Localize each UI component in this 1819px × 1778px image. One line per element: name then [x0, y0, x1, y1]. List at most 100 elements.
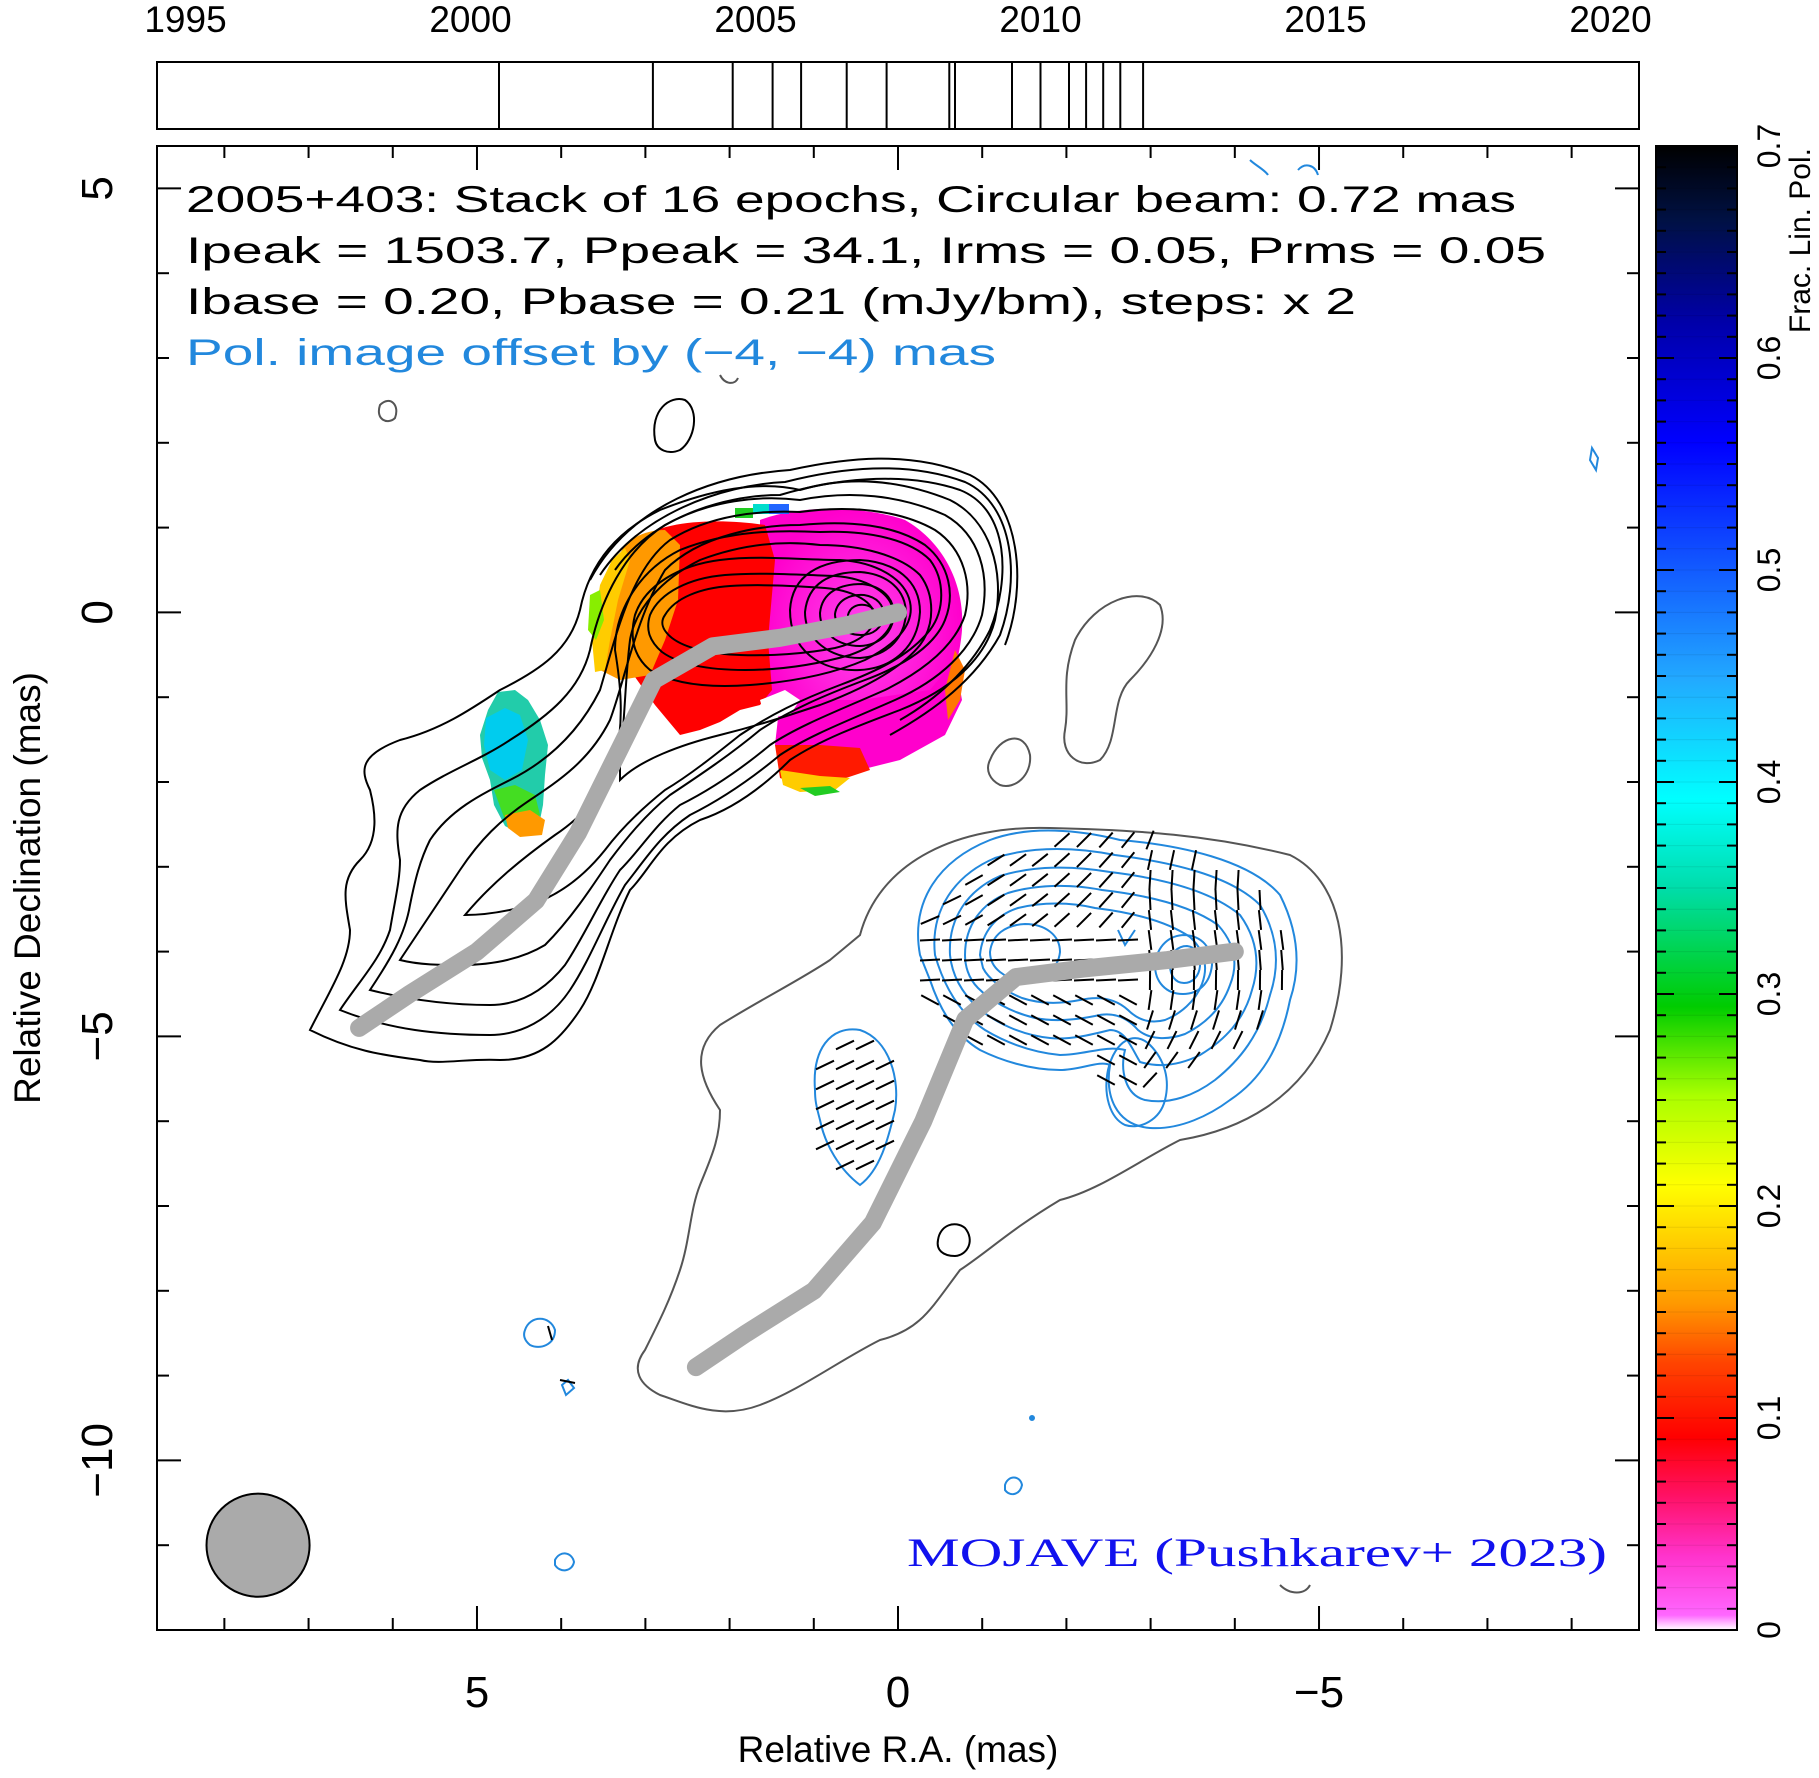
- epoch-tick-label: 1995: [144, 0, 226, 40]
- evpa-stick: [964, 894, 984, 906]
- evpa-stick: [1009, 893, 1027, 907]
- evpa-stick: [1118, 1054, 1138, 1066]
- evpa-stick: [1191, 909, 1197, 931]
- evpa-stick: [1279, 929, 1285, 951]
- pol-noise-7: [1297, 164, 1319, 176]
- fractional-polarization-map: [480, 504, 965, 837]
- credit-text: MOJAVE (Pushkarev+ 2023): [907, 1530, 1607, 1575]
- evpa-stick: [941, 938, 963, 942]
- colorbar-tick-label: 0.2: [1751, 1184, 1787, 1228]
- fpol-green-edge-left: [588, 590, 604, 640]
- evpa-stick: [1095, 978, 1117, 982]
- evpa-stick: [1008, 1034, 1028, 1046]
- evpa-stick: [1053, 852, 1071, 868]
- evpa-stick: [547, 1325, 553, 1341]
- evpa-stick: [1031, 893, 1049, 907]
- evpa-stick: [1031, 873, 1049, 887]
- info-line-1: Ipeak = 1503.7, Ppeak = 34.1, Irms = 0.0…: [186, 230, 1546, 271]
- evpa-stick: [835, 1139, 855, 1151]
- evpa-stick: [1052, 1014, 1072, 1026]
- evpa-stick: [1169, 989, 1175, 1011]
- evpa-stick: [815, 1059, 835, 1071]
- evpa-stick: [1031, 913, 1049, 927]
- evpa-stick: [986, 1014, 1006, 1026]
- axis-ticks: [157, 146, 1639, 1631]
- colorbar-tick-label: 0.7: [1751, 124, 1787, 168]
- evpa-stick: [835, 1119, 855, 1131]
- pol-envelope-blob-small: [987, 737, 1032, 787]
- pol-contour-small-notch: [1117, 929, 1136, 948]
- evpa-stick: [1236, 889, 1240, 911]
- total-contour-core-1: [788, 558, 922, 672]
- y-tick-label: −5: [73, 1011, 122, 1061]
- total-contour-ext-3: [589, 457, 1019, 646]
- pol-envelope-blob-right: [1063, 595, 1164, 765]
- pol-envelope-outer: [636, 826, 1343, 1413]
- total-contour-1: [308, 480, 999, 1063]
- epoch-tick-label: 2020: [1569, 0, 1651, 40]
- evpa-stick: [835, 1059, 855, 1071]
- evpa-stick: [1192, 889, 1196, 911]
- evpa-stick: [963, 938, 985, 942]
- colorbar: 0 0.1 0.2 0.3 0.4 0.5 0.6 0.7 Frac. Lin. Pol.: [1655, 124, 1817, 1639]
- pol-contour-3: [948, 866, 1258, 1067]
- restoring-beam: [205, 1492, 311, 1598]
- fpol-gap: [760, 690, 800, 718]
- evpa-stick: [1148, 889, 1152, 911]
- evpa-stick: [1095, 938, 1117, 942]
- evpa-stick: [1144, 1030, 1156, 1050]
- evpa-stick: [987, 853, 1005, 867]
- fpol-right-edge-orange: [945, 650, 965, 720]
- fpol-jet-orange: [505, 810, 545, 837]
- evpa-stick: [835, 1099, 855, 1111]
- evpa-stick: [1148, 869, 1152, 891]
- colorbar-tick-label: 0: [1751, 1621, 1787, 1639]
- evpa-stick: [1169, 909, 1175, 931]
- total-contour-small-top: [653, 398, 696, 453]
- evpa-stick: [1118, 1014, 1138, 1026]
- evpa-stick: [1076, 832, 1092, 848]
- evpa-stick: [1257, 909, 1263, 931]
- pol-contour-4: [963, 884, 1236, 1040]
- colorbar-tick-label: 0.5: [1751, 548, 1787, 592]
- evpa-stick: [815, 1099, 835, 1111]
- evpa-stick: [815, 1119, 835, 1131]
- evpa-stick: [1190, 849, 1198, 871]
- evpa-stick: [1234, 1010, 1242, 1030]
- evpa-stick: [875, 1099, 895, 1111]
- evpa-stick: [1187, 1051, 1201, 1069]
- evpa-stick: [1188, 1030, 1200, 1050]
- y-tick-label: −10: [73, 1423, 122, 1498]
- evpa-stick: [1213, 989, 1219, 1011]
- chart-title: 2005+403: Stack of 16 epochs, Circular b…: [186, 179, 1516, 220]
- fpol-jet-cyan: [484, 708, 528, 780]
- pol-envelope-blob-tl: [377, 399, 398, 423]
- evpa-vectors: [547, 830, 1285, 1384]
- evpa-stick: [1214, 889, 1218, 911]
- evpa-stick: [1076, 852, 1092, 868]
- y-tick-label: 5: [73, 176, 122, 200]
- evpa-stick: [964, 874, 984, 886]
- evpa-stick: [1052, 994, 1072, 1006]
- pol-envelope-blob-bottom: [1279, 1584, 1311, 1594]
- evpa-stick: [1030, 1034, 1050, 1046]
- evpa-stick: [1096, 1074, 1116, 1086]
- pol-noise-6: [1249, 159, 1269, 176]
- epoch-timeline-frame: [156, 61, 1640, 130]
- fpol-lower-yellow: [780, 770, 850, 792]
- colorbar-tick-label: 0.6: [1751, 336, 1787, 380]
- plot-area: [205, 159, 1600, 1598]
- colorbar-label: Frac. Lin. Pol.: [1784, 148, 1817, 333]
- epoch-tick-label: 2005: [714, 0, 796, 40]
- evpa-stick: [1076, 872, 1092, 888]
- evpa-stick: [1098, 851, 1114, 869]
- colorbar-tick-label: 0.4: [1751, 760, 1787, 804]
- evpa-stick: [1258, 949, 1262, 971]
- evpa-stick: [1146, 849, 1154, 871]
- fpol-yellow-edge: [592, 548, 630, 672]
- evpa-stick: [1169, 929, 1175, 951]
- fpol-lower-green: [800, 786, 840, 796]
- epoch-timeline: 1995 2000 2005 2010 2015 2020: [144, 0, 1652, 130]
- evpa-stick: [1256, 1010, 1264, 1030]
